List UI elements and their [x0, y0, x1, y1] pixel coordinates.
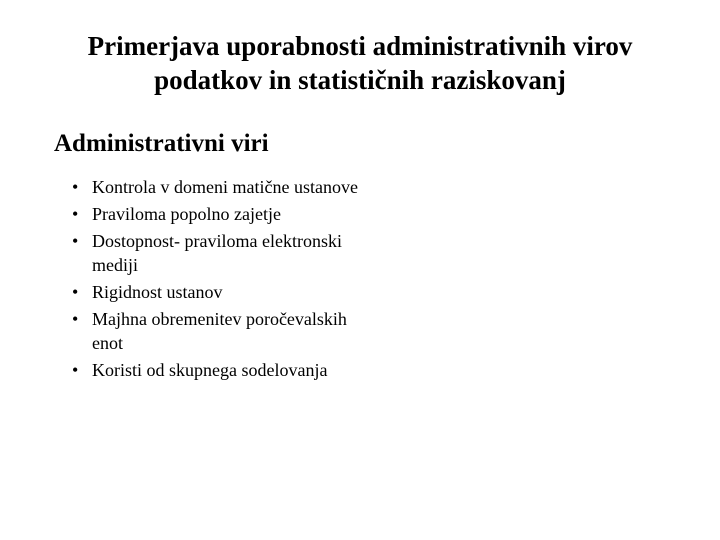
section-heading: Administrativni viri — [54, 130, 670, 158]
list-item: Dostopnost- praviloma elektronski mediji — [70, 230, 370, 277]
list-item: Praviloma popolno zajetje — [70, 203, 370, 226]
bullet-list: Kontrola v domeni matične ustanove Pravi… — [70, 176, 370, 383]
slide-title: Primerjava uporabnosti administrativnih … — [50, 30, 670, 98]
list-item: Rigidnost ustanov — [70, 281, 370, 304]
list-item: Majhna obremenitev poročevalskih enot — [70, 308, 370, 355]
list-item: Koristi od skupnega sodelovanja — [70, 359, 370, 382]
list-item: Kontrola v domeni matične ustanove — [70, 176, 370, 199]
